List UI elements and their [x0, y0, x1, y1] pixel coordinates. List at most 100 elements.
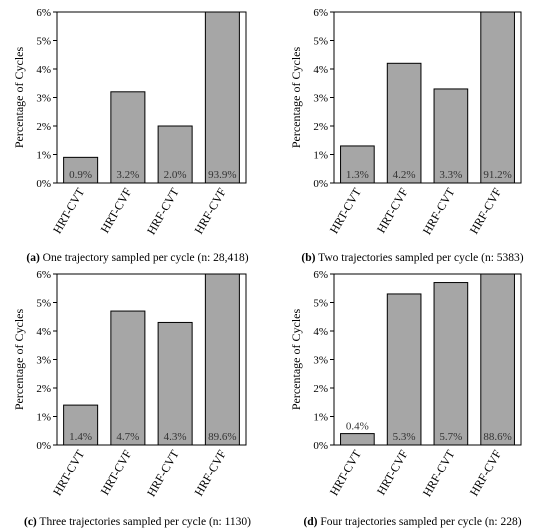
caption-text: Three trajectories sampled per cycle (n:…: [36, 516, 252, 528]
bar-hrf-cvt: [433, 282, 469, 446]
category-label: HRT-CVT: [50, 185, 88, 236]
bar-chart-a: 0% 1% 2% 3% 4% 5% 6% Percentage of Cycles 0.9% HR…: [12, 7, 247, 237]
y-tick-label: 1%: [36, 412, 51, 424]
y-tick-label: 0%: [36, 178, 51, 190]
y-tick-label: 3%: [36, 355, 51, 367]
bar-chart-c: 0% 1% 2% 3% 4% 5% 6% Percentage of Cycles 1.4% HR…: [12, 269, 247, 499]
y-tick-label: 4%: [36, 64, 51, 76]
y-tick-label: 0%: [313, 178, 328, 190]
bar-hrf-cvf: [480, 11, 515, 184]
y-axis-label: Percentage of Cycles: [289, 309, 303, 411]
y-tick-label: 1%: [313, 150, 328, 162]
bar-hrt-cvt: [340, 433, 375, 446]
bar-hrt-cvf: [110, 91, 146, 184]
chart-panel-c: 0% 1% 2% 3% 4% 5% 6% Percentage of Cycles 1.4% HR…: [0, 266, 275, 532]
caption-letter: (b): [301, 252, 316, 264]
bar-hrt-cvt: [340, 145, 375, 184]
y-tick-label: 1%: [313, 412, 328, 424]
y-tick-label: 5%: [36, 298, 51, 310]
data-label: 93.9%: [208, 169, 236, 181]
data-label: 1.3%: [346, 169, 369, 181]
category-label: HRT-CVF: [374, 185, 411, 235]
caption-text: One trajectory sampled per cycle (n: 28,…: [39, 252, 249, 264]
y-tick-label: 4%: [313, 64, 328, 76]
data-label: 3.3%: [439, 169, 462, 181]
data-label: 91.2%: [483, 169, 511, 181]
data-label: 4.3%: [164, 431, 187, 443]
bar-chart-b: 0% 1% 2% 3% 4% 5% 6% Percentage of Cycles 1.3% HR…: [289, 7, 522, 237]
y-tick-label: 3%: [313, 355, 328, 367]
category-label: HRT-CVF: [98, 447, 135, 497]
y-tick-label: 5%: [313, 36, 328, 48]
y-tick-label: 0%: [36, 440, 51, 452]
category-label: HRF-CVF: [467, 185, 505, 236]
y-tick-label: 4%: [36, 326, 51, 338]
y-tick-label: 6%: [313, 7, 328, 19]
chart-panel-d: 0% 1% 2% 3% 4% 5% 6% Percentage of Cycles 0.4% HR…: [275, 266, 550, 532]
category-label: HRF-CVT: [144, 447, 182, 499]
caption-letter: (c): [23, 516, 37, 528]
data-label: 88.6%: [483, 431, 511, 443]
category-label: HRT-CVF: [374, 447, 411, 497]
y-tick-label: 2%: [36, 383, 51, 395]
y-tick-label: 3%: [313, 93, 328, 105]
bar-hrt-cvf: [386, 293, 422, 446]
bar-hrf-cvt: [157, 125, 193, 184]
data-label: 2.0%: [164, 169, 187, 181]
y-tick-label: 6%: [36, 7, 51, 19]
y-axis-label: Percentage of Cycles: [12, 47, 26, 149]
bar-hrf-cvf: [204, 11, 240, 184]
data-label: 5.7%: [439, 431, 462, 443]
category-label: HRT-CVT: [327, 447, 365, 498]
data-label: 4.7%: [116, 431, 139, 443]
bar-hrf-cvf: [204, 273, 240, 446]
y-tick-label: 2%: [313, 121, 328, 133]
data-label: 0.4%: [346, 421, 369, 433]
category-label: HRT-CVT: [327, 185, 365, 236]
y-tick-label: 2%: [36, 121, 51, 133]
bar-hrt-cvf: [386, 62, 422, 184]
caption-d: (d) Four trajectories sampled per cycle …: [275, 516, 550, 528]
caption-letter: (a): [26, 252, 40, 264]
data-label: 0.9%: [69, 169, 92, 181]
y-tick-label: 1%: [36, 150, 51, 162]
caption-a: (a) One trajectory sampled per cycle (n:…: [0, 252, 275, 264]
caption-letter: (d): [303, 516, 318, 528]
y-tick-label: 5%: [313, 298, 328, 310]
bar-hrf-cvf: [480, 273, 515, 446]
data-label: 4.2%: [393, 169, 416, 181]
bar-hrt-cvt: [63, 404, 99, 446]
caption-c: (c) Three trajectories sampled per cycle…: [0, 516, 275, 528]
bar-hrt-cvf: [110, 310, 146, 446]
category-label: HRT-CVT: [50, 447, 88, 498]
bar-hrf-cvt: [433, 88, 469, 184]
caption-b: (b) Two trajectories sampled per cycle (…: [275, 252, 550, 264]
category-label: HRF-CVT: [420, 185, 458, 237]
data-label: 89.6%: [208, 431, 236, 443]
bar-hrf-cvt: [157, 321, 193, 446]
data-label: 1.4%: [69, 431, 92, 443]
y-tick-label: 6%: [36, 269, 51, 281]
y-axis-label: Percentage of Cycles: [12, 309, 26, 411]
y-tick-label: 6%: [313, 269, 328, 281]
y-tick-label: 4%: [313, 326, 328, 338]
y-tick-label: 5%: [36, 36, 51, 48]
y-axis-label: Percentage of Cycles: [289, 47, 303, 149]
y-tick-label: 3%: [36, 93, 51, 105]
category-label: HRF-CVF: [192, 447, 230, 498]
data-label: 5.3%: [393, 431, 416, 443]
category-label: HRT-CVF: [98, 185, 135, 235]
chart-panel-a: 0% 1% 2% 3% 4% 5% 6% Percentage of Cycles 0.9% HR…: [0, 0, 275, 266]
bar-hrt-cvt: [63, 156, 99, 184]
caption-text: Four trajectories sampled per cycle (n: …: [317, 516, 522, 528]
category-label: HRF-CVT: [144, 185, 182, 237]
category-label: HRF-CVF: [192, 185, 230, 236]
y-tick-label: 0%: [313, 440, 328, 452]
category-label: HRF-CVT: [420, 447, 458, 499]
bar-chart-d: 0% 1% 2% 3% 4% 5% 6% Percentage of Cycles 0.4% HR…: [289, 269, 522, 499]
chart-panel-b: 0% 1% 2% 3% 4% 5% 6% Percentage of Cycles 1.3% HR…: [275, 0, 550, 266]
category-label: HRF-CVF: [467, 447, 505, 498]
caption-text: Two trajectories sampled per cycle (n: 5…: [315, 252, 524, 264]
y-tick-label: 2%: [313, 383, 328, 395]
data-label: 3.2%: [116, 169, 139, 181]
